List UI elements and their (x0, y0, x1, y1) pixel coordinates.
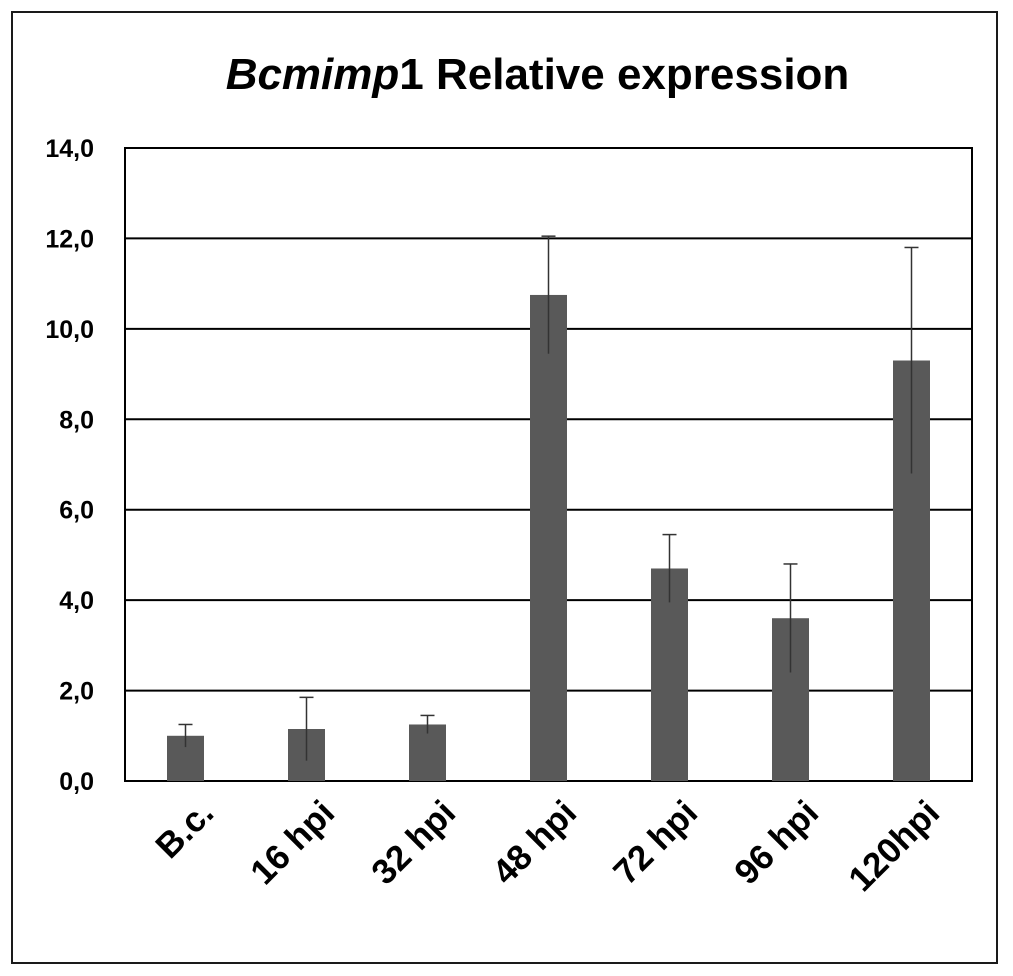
y-tick-label: 12,0 (45, 225, 94, 253)
y-tick-label: 0,0 (59, 768, 94, 796)
x-tick-label: 16 hpi (243, 793, 342, 892)
bar (651, 568, 688, 781)
x-tick-label: 32 hpi (364, 793, 463, 892)
bar (530, 294, 567, 781)
y-tick-label: 2,0 (59, 678, 94, 706)
y-tick-label: 8,0 (59, 406, 94, 434)
x-tick-label: 96 hpi (727, 793, 826, 892)
y-tick-label: 10,0 (45, 316, 94, 344)
y-tick-label: 14,0 (45, 135, 94, 163)
x-tick-label: 48 hpi (485, 793, 584, 892)
bar (409, 724, 446, 781)
x-tick-label: 120hpi (841, 793, 947, 899)
chart-title-gene: Bcmimp (225, 50, 400, 99)
chart-title-rest: 1 Relative expression (399, 50, 850, 99)
x-tick-label: 72 hpi (606, 793, 705, 892)
x-tick-label: B.c. (148, 793, 221, 866)
chart-frame (11, 11, 998, 964)
y-tick-label: 6,0 (59, 497, 94, 525)
y-tick-label: 4,0 (59, 587, 94, 615)
chart-title: Bcmimp1 Relative expression (0, 50, 1013, 100)
